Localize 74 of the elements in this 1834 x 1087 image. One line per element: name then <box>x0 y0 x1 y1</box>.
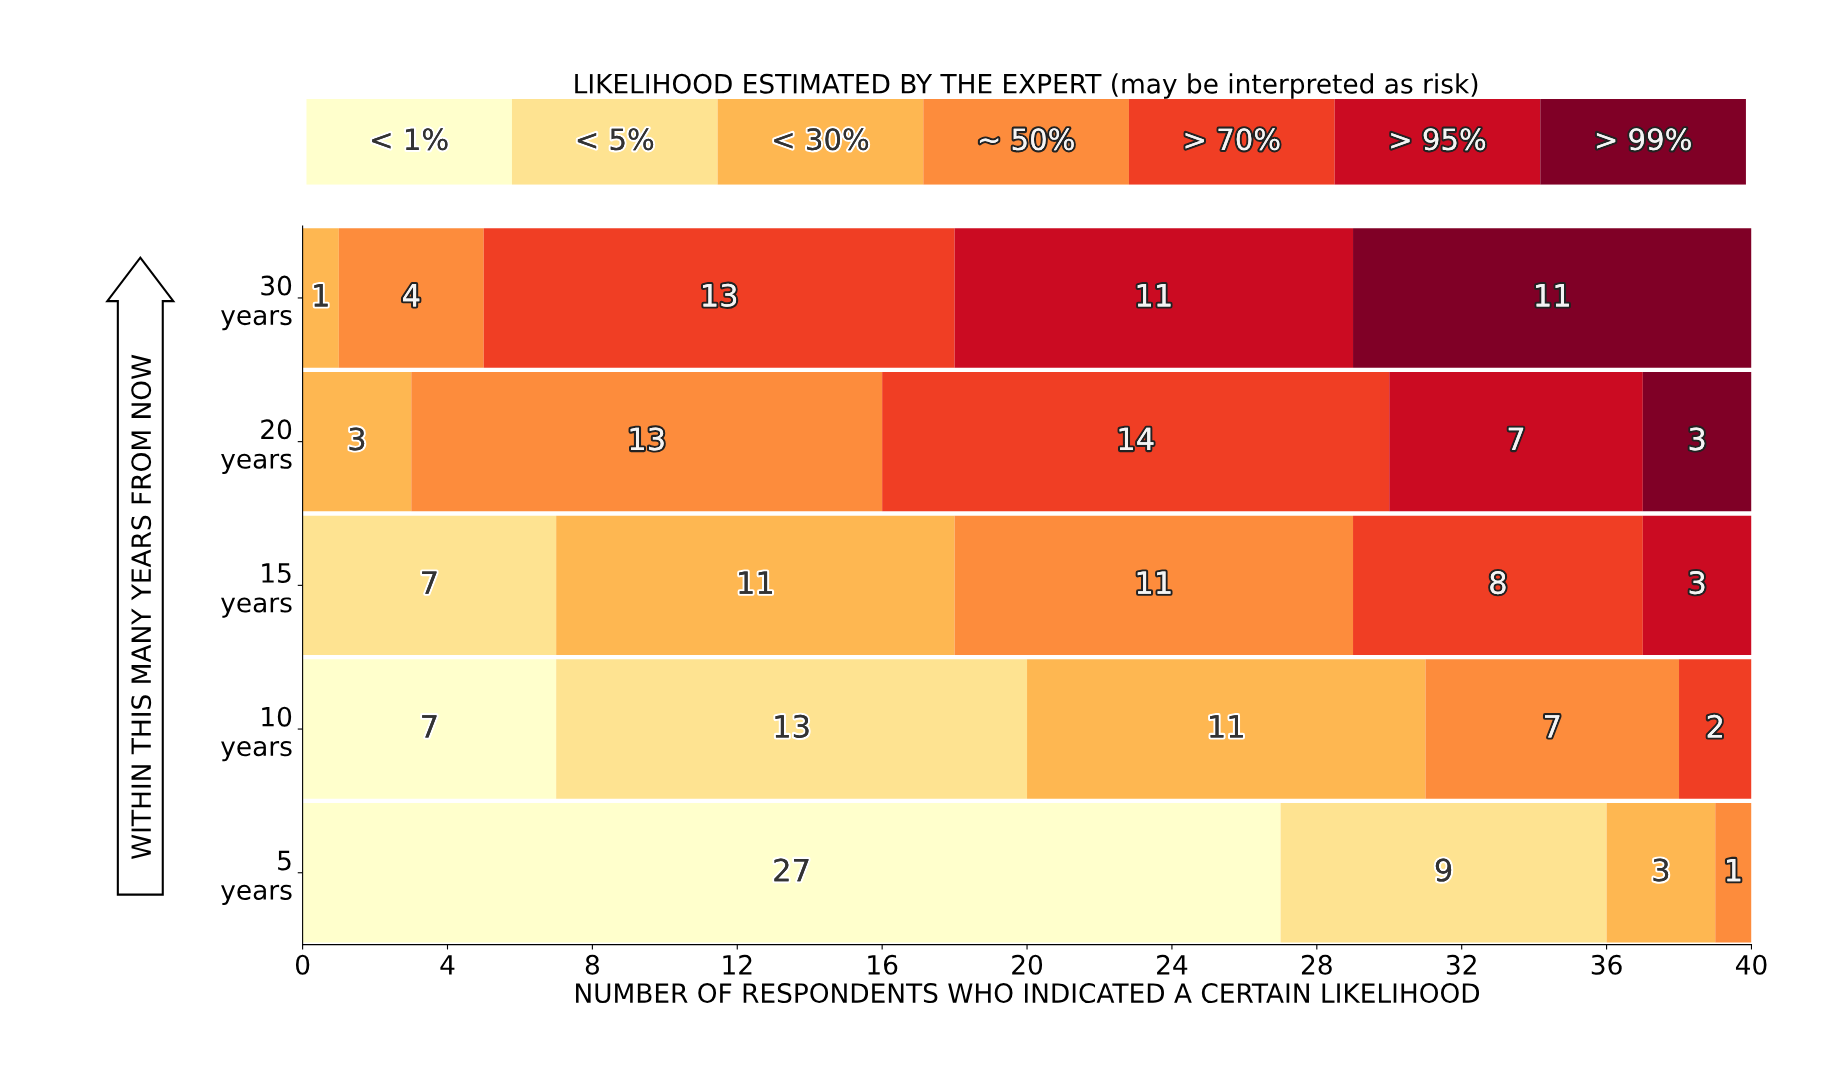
x-tick-label: 12 <box>723 954 752 975</box>
data-label: 3 <box>349 427 365 451</box>
bar <box>1353 228 1752 368</box>
y-tick-label: 30 years <box>221 275 292 331</box>
bar <box>302 803 1281 943</box>
data-label: 13 <box>630 427 664 451</box>
x-tick-label: 24 <box>1157 954 1188 975</box>
y-tick-label: 5 years <box>221 850 292 906</box>
x-tick-label: 40 <box>1735 954 1767 975</box>
text: < 1% <box>372 128 448 151</box>
bar <box>302 228 339 368</box>
x-axis-title: NUMBER OF RESPONDENTS WHO INDICATED A CERTAIN LIKELIHOOD <box>576 983 1480 1004</box>
y-tick-label: 15 years <box>221 563 292 618</box>
y-tick-label: 20 years <box>221 419 292 474</box>
legend-title: LIKELIHOOD ESTIMATED BY THE EXPERT (may be interpreted as risk) <box>575 73 1478 99</box>
data-label: 14 <box>1119 427 1154 451</box>
x-tick-label: 0 <box>295 954 310 975</box>
bar <box>1027 659 1426 799</box>
text: < 5% <box>577 128 654 151</box>
text: > 95% <box>1391 128 1486 151</box>
bar <box>1425 659 1680 799</box>
bar <box>338 228 484 368</box>
x-tick-label: 32 <box>1446 954 1476 975</box>
bar <box>302 515 557 656</box>
bar <box>954 228 1354 368</box>
bar <box>302 659 557 799</box>
text: > 70% <box>1185 128 1280 151</box>
data-label: 7 <box>422 571 437 594</box>
data-label: 3 <box>1689 427 1705 451</box>
data-label: 3 <box>1689 571 1705 595</box>
data-label: 11 <box>1210 715 1243 738</box>
bar <box>1642 371 1752 512</box>
bar <box>556 515 955 656</box>
data-label: 11 <box>1536 284 1569 307</box>
data-label: 8 <box>1490 571 1506 595</box>
bar <box>483 228 955 368</box>
y-tick-label: 10 years <box>221 706 292 762</box>
text: ~ 50% <box>979 128 1074 151</box>
data-label: 11 <box>1137 284 1171 307</box>
data-label: 3 <box>1653 858 1669 882</box>
y-axis-title: WITHIN THIS MANY YEARS FROM NOW <box>131 354 152 860</box>
data-label: 9 <box>1435 858 1452 882</box>
bar <box>1642 515 1752 656</box>
data-label: 7 <box>1508 427 1524 451</box>
x-tick-label: 36 <box>1591 954 1622 975</box>
bar <box>1280 803 1607 943</box>
data-label: 7 <box>422 715 437 738</box>
data-label: 11 <box>739 571 772 594</box>
data-label: 1 <box>1726 858 1741 882</box>
data-label: 2 <box>1707 714 1722 738</box>
x-tick-label: 4 <box>440 955 455 975</box>
data-label: 11 <box>1137 571 1171 594</box>
data-label: 13 <box>703 283 737 307</box>
bar <box>302 371 412 512</box>
data-label: 27 <box>774 858 809 882</box>
bar <box>556 659 1028 799</box>
bar <box>954 515 1354 656</box>
bar <box>1679 659 1752 799</box>
bar <box>1353 515 1643 656</box>
data-label: 13 <box>775 714 809 738</box>
data-label: 1 <box>314 284 328 307</box>
bar <box>1606 803 1716 943</box>
data-label: 7 <box>1545 715 1560 738</box>
x-tick-label: 8 <box>585 954 599 975</box>
bar <box>411 371 883 512</box>
x-tick-label: 16 <box>868 954 898 975</box>
bar <box>1715 803 1752 943</box>
text: < 30% <box>774 128 869 151</box>
text: > 99% <box>1596 128 1691 151</box>
bar <box>1389 371 1643 512</box>
bar <box>882 371 1390 512</box>
x-tick-label: 28 <box>1301 954 1332 975</box>
data-label: 4 <box>403 284 420 307</box>
x-tick-label: 20 <box>1012 954 1043 975</box>
